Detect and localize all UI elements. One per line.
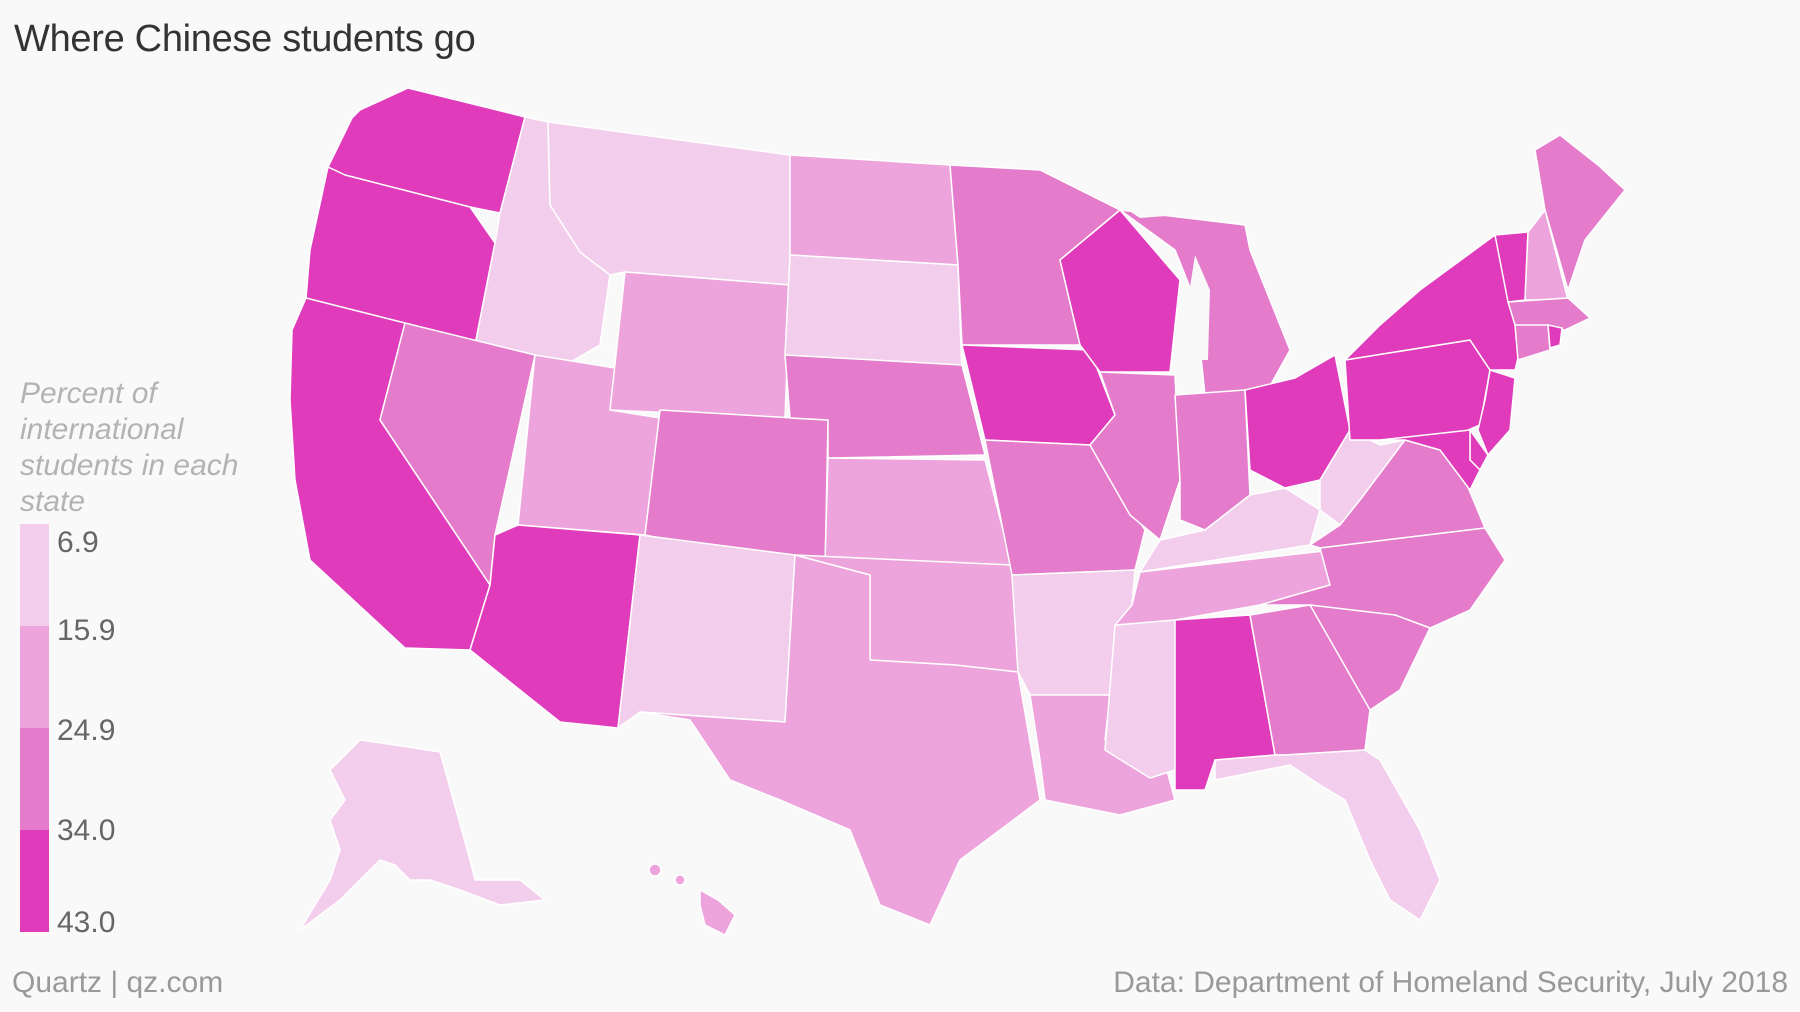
legend-label-2: 15.9: [57, 614, 116, 647]
state-KY[interactable]: [1139, 487, 1321, 573]
legend-swatch-2: [20, 626, 49, 728]
state-KS[interactable]: [824, 457, 1013, 566]
legend-swatch-4: [20, 830, 49, 932]
state-MA[interactable]: [1507, 297, 1591, 331]
state-FL[interactable]: [1214, 749, 1441, 921]
state-TX[interactable]: [639, 554, 1041, 926]
footer-source: Data: Department of Homeland Security, J…: [1113, 966, 1788, 999]
state-IL[interactable]: [1089, 371, 1181, 541]
legend-color-bar: [20, 524, 49, 932]
state-NM[interactable]: [617, 534, 796, 729]
legend-title: Percent of international students in eac…: [20, 377, 239, 518]
state-MO[interactable]: [984, 439, 1146, 576]
lake-superior: [1120, 190, 1230, 218]
state-ND[interactable]: [789, 154, 959, 266]
state-MS[interactable]: [1104, 619, 1176, 779]
state-HI-island-2: [674, 874, 686, 886]
legend-label-1: 6.9: [57, 526, 99, 559]
state-AK[interactable]: [299, 739, 546, 931]
state-WY[interactable]: [609, 271, 791, 419]
state-ME[interactable]: [1534, 134, 1626, 291]
state-RI[interactable]: [1547, 324, 1563, 349]
state-MD[interactable]: [1379, 429, 1481, 491]
chart-title: Where Chinese students go: [14, 18, 476, 60]
state-CT[interactable]: [1514, 324, 1551, 361]
state-AZ[interactable]: [469, 524, 641, 729]
state-HI-island: [648, 863, 662, 877]
legend-swatch-3: [20, 728, 49, 830]
state-HI[interactable]: [699, 889, 736, 936]
legend-label-4: 34.0: [57, 814, 116, 847]
legend-swatch-1: [20, 524, 49, 626]
legend-label-3: 24.9: [57, 714, 116, 747]
legend-label-5: 43.0: [57, 906, 116, 939]
footer-credit[interactable]: Quartz | qz.com: [12, 966, 224, 999]
lake-michigan: [1188, 255, 1210, 360]
